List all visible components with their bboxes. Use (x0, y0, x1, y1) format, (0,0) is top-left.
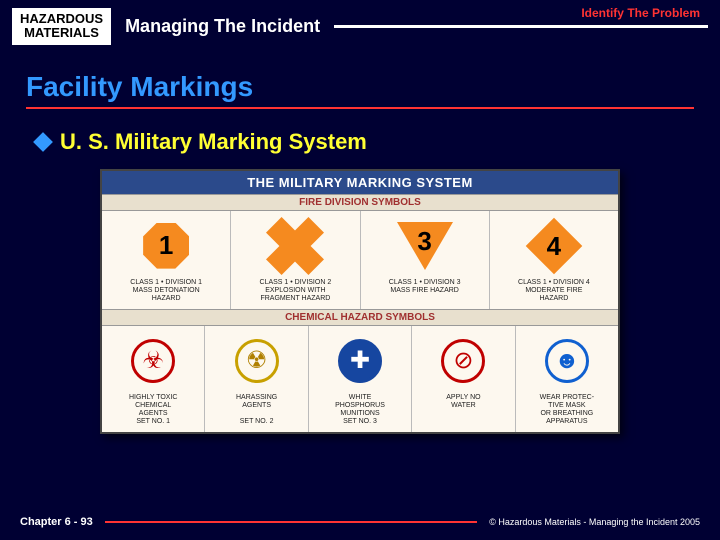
chem-caption-2: HARASSINGAGENTSSET NO. 2 (209, 394, 303, 426)
xshape-icon: 2 (270, 221, 320, 271)
chem-cell-2: ☢ HARASSINGAGENTSSET NO. 2 (205, 326, 308, 432)
military-marking-chart: THE MILITARY MARKING SYSTEM FIRE DIVISIO… (100, 169, 620, 434)
hazmat-bottom: MATERIALS (20, 26, 103, 40)
chem-icon-4: ⊘ (441, 339, 485, 383)
triangle-icon: 3 (397, 222, 453, 270)
chem-row: ☣ HIGHLY TOXICCHEMICALAGENTSSET NO. 1 ☢ … (102, 326, 618, 432)
fire-band: FIRE DIVISION SYMBOLS (102, 194, 618, 211)
slide-footer: Chapter 6 - 93 © Hazardous Materials - M… (0, 516, 720, 528)
fire-cell-4: 4 CLASS 1 • DIVISION 4MODERATE FIREHAZAR… (490, 211, 618, 309)
chem-band: CHEMICAL HAZARD SYMBOLS (102, 309, 618, 326)
chem-icon-5: ☻ (545, 339, 589, 383)
header-rule (334, 25, 708, 28)
diamond-bullet-icon (33, 132, 53, 152)
chem-cell-3: ✚ WHITEPHOSPHORUSMUNITIONSSET NO. 3 (309, 326, 412, 432)
bullet-text: U. S. Military Marking System (60, 129, 367, 155)
fire-caption-1: CLASS 1 • DIVISION 1MASS DETONATIONHAZAR… (106, 279, 226, 303)
chem-cell-1: ☣ HIGHLY TOXICCHEMICALAGENTSSET NO. 1 (102, 326, 205, 432)
fire-caption-4: CLASS 1 • DIVISION 4MODERATE FIREHAZARD (494, 279, 614, 303)
chapter-label: Chapter 6 - 93 (20, 516, 93, 528)
header-tagline: Identify The Problem (581, 6, 700, 20)
chem-caption-3: WHITEPHOSPHORUSMUNITIONSSET NO. 3 (313, 394, 407, 426)
title-block: Facility Markings (0, 49, 720, 115)
section-title: Facility Markings (26, 71, 694, 103)
chem-icon-2: ☢ (235, 339, 279, 383)
chem-cell-5: ☻ WEAR PROTEC-TIVE MASKOR BREATHINGAPPAR… (516, 326, 618, 432)
chart-title: THE MILITARY MARKING SYSTEM (102, 171, 618, 194)
diamond-icon: 4 (526, 217, 583, 274)
chem-caption-1: HIGHLY TOXICCHEMICALAGENTSSET NO. 1 (106, 394, 200, 426)
chem-icon-3: ✚ (338, 339, 382, 383)
slide-header: HAZARDOUS MATERIALS Managing The Inciden… (0, 0, 720, 49)
fire-cell-2: 2 CLASS 1 • DIVISION 2EXPLOSION WITHFRAG… (231, 211, 360, 309)
fire-cell-3: 3 CLASS 1 • DIVISION 3MASS FIRE HAZARD (361, 211, 490, 309)
chem-icon-1: ☣ (131, 339, 175, 383)
chem-caption-4: APPLY NOWATER (416, 394, 510, 410)
bullet-line: U. S. Military Marking System (0, 115, 720, 165)
copyright: © Hazardous Materials - Managing the Inc… (489, 517, 700, 527)
fire-caption-3: CLASS 1 • DIVISION 3MASS FIRE HAZARD (365, 279, 485, 295)
title-underline (26, 107, 694, 109)
footer-rule (105, 521, 478, 523)
header-subtitle: Managing The Incident (125, 16, 320, 37)
hazmat-logo: HAZARDOUS MATERIALS (12, 8, 111, 45)
chem-cell-4: ⊘ APPLY NOWATER (412, 326, 515, 432)
fire-caption-2: CLASS 1 • DIVISION 2EXPLOSION WITHFRAGME… (235, 279, 355, 303)
fire-row: 1 CLASS 1 • DIVISION 1MASS DETONATIONHAZ… (102, 211, 618, 309)
hazmat-top: HAZARDOUS (20, 12, 103, 26)
octagon-icon: 1 (143, 223, 189, 269)
chem-caption-5: WEAR PROTEC-TIVE MASKOR BREATHINGAPPARAT… (520, 394, 614, 426)
fire-cell-1: 1 CLASS 1 • DIVISION 1MASS DETONATIONHAZ… (102, 211, 231, 309)
